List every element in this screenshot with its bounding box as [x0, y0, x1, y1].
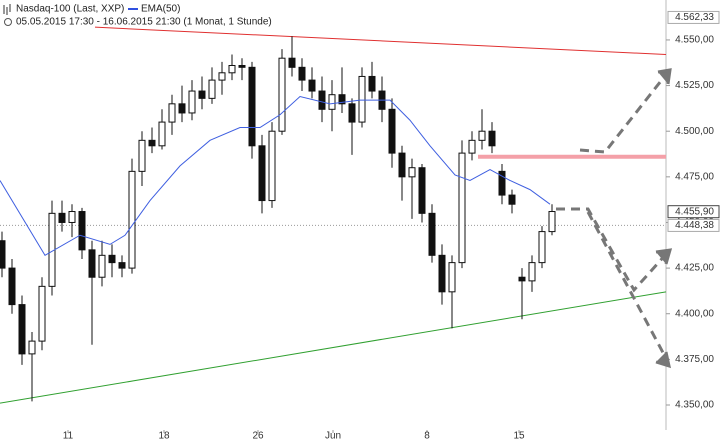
x-tick-label: 26 — [252, 431, 264, 442]
candle-body — [238, 64, 246, 68]
candle-body — [168, 103, 176, 123]
candle-body — [318, 90, 326, 110]
candle-body — [398, 152, 406, 178]
x-tick-label: 18 — [158, 431, 170, 442]
y-tick-label: 4.500,00 — [675, 126, 714, 137]
candle-body — [338, 94, 346, 105]
price-marker — [667, 218, 720, 232]
price-marker — [667, 10, 720, 24]
legend-label: EMA(50) — [141, 4, 180, 15]
y-tick-label: 4.425,00 — [675, 263, 714, 274]
candle-body — [18, 304, 26, 355]
candle-body — [78, 211, 86, 251]
candle-body — [158, 121, 166, 147]
price-marker-label: 4.455,90 — [675, 206, 714, 217]
y-tick-label: 4.400,00 — [675, 308, 714, 319]
candle-body — [538, 231, 546, 264]
candle-body — [388, 108, 396, 154]
candle-body — [98, 254, 106, 278]
candle-body — [68, 211, 76, 223]
y-tick-label: 4.550,00 — [675, 35, 714, 46]
candle-body — [418, 167, 426, 214]
x-tick-label: 8 — [424, 431, 430, 442]
candle-body — [178, 103, 186, 114]
ema-line — [0, 95, 551, 257]
candle-body — [548, 211, 556, 233]
candle-body — [288, 57, 296, 68]
candle-body — [228, 64, 236, 74]
header-icon — [3, 4, 11, 15]
candle-body — [428, 212, 436, 256]
candle-body — [258, 145, 266, 202]
candle-body — [458, 152, 466, 264]
candle-body — [358, 75, 366, 123]
candle-body — [508, 194, 516, 205]
candle-body — [28, 340, 36, 355]
candle-body — [118, 262, 126, 269]
candle-body — [298, 66, 306, 81]
candle-body — [248, 66, 256, 147]
price-marker-label: 4.562,33 — [675, 12, 714, 23]
chart-title: Nasdaq-100 (Last, XXP) — [16, 4, 124, 15]
candle-body — [8, 267, 16, 306]
candle-body — [408, 167, 416, 178]
y-tick-label: 4.350,00 — [675, 400, 714, 411]
candle-body — [528, 262, 536, 282]
x-tick-label: 11 — [63, 431, 74, 442]
candle-body — [348, 103, 356, 123]
price-marker — [667, 205, 720, 219]
candle-body — [148, 139, 156, 147]
candle-body — [308, 79, 316, 92]
candle-body — [88, 249, 96, 278]
candle-body — [448, 262, 456, 293]
candle-body — [268, 130, 276, 202]
x-tick-label: Jun — [325, 431, 341, 442]
candle-body — [278, 57, 286, 132]
chart-subtitle: 05.05.2015 17:30 - 16.06.2015 21:30 (1 M… — [16, 17, 272, 28]
candle-body — [198, 90, 206, 99]
candle-body — [218, 72, 226, 81]
candle-body — [208, 79, 216, 99]
candle-body — [188, 90, 196, 114]
candle-body — [38, 285, 46, 342]
x-tick-label: 15 — [513, 431, 525, 442]
candle-body — [138, 139, 146, 172]
candle-body — [468, 139, 476, 154]
trend-line — [94, 26, 667, 56]
candle-body — [498, 170, 506, 196]
projection-arrows — [556, 68, 673, 369]
candle-body — [328, 94, 336, 110]
candle-body — [58, 212, 66, 223]
candle-body — [0, 240, 6, 269]
candle-body — [108, 254, 116, 264]
y-tick-label: 4.525,00 — [675, 80, 714, 91]
header-clock — [4, 18, 12, 26]
candle-body — [128, 170, 136, 269]
candle-body — [438, 254, 446, 293]
y-tick-label: 4.475,00 — [675, 171, 714, 182]
trend-line — [0, 291, 667, 404]
candle-body — [518, 276, 526, 282]
price-marker-label: 4.448,38 — [675, 220, 714, 231]
candle-body — [488, 130, 496, 147]
candle-body — [478, 130, 486, 141]
candle-body — [368, 75, 376, 92]
y-tick-label: 4.375,00 — [675, 354, 714, 365]
